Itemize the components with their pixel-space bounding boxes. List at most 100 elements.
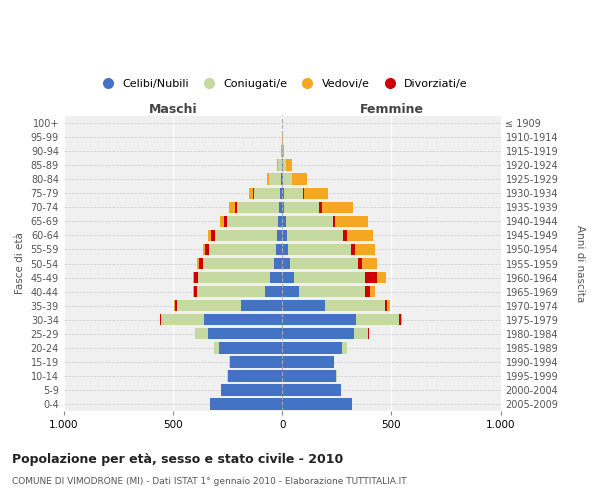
Bar (277, 160, 278, 171)
Bar (278, 216, 282, 227)
Bar (229, 356, 230, 368)
Bar (270, 272, 282, 283)
Bar (282, 244, 289, 255)
Bar (289, 244, 350, 255)
Bar (287, 230, 343, 241)
Bar (199, 258, 203, 270)
Bar (350, 244, 355, 255)
Bar (356, 314, 399, 326)
Text: Maschi: Maschi (149, 103, 197, 116)
Bar (282, 356, 334, 368)
Bar (269, 174, 281, 185)
Bar (227, 216, 278, 227)
Bar (355, 244, 374, 255)
Bar (283, 160, 286, 171)
Bar (282, 216, 286, 227)
Bar (277, 230, 282, 241)
Bar (281, 146, 282, 157)
Bar (197, 258, 199, 270)
Bar (214, 342, 219, 353)
Bar (282, 202, 284, 213)
Bar (220, 216, 224, 227)
Text: Popolazione per età, sesso e stato civile - 2010: Popolazione per età, sesso e stato civil… (12, 452, 343, 466)
Bar (294, 272, 365, 283)
Bar (197, 286, 265, 298)
Bar (203, 258, 274, 270)
Bar (193, 272, 194, 283)
Bar (282, 314, 356, 326)
Bar (283, 174, 292, 185)
Bar (282, 146, 283, 157)
Bar (266, 174, 269, 185)
Bar (358, 258, 362, 270)
Bar (279, 202, 282, 213)
Bar (282, 370, 337, 382)
Bar (365, 272, 377, 283)
Bar (241, 300, 282, 312)
Bar (280, 188, 282, 199)
Bar (322, 202, 353, 213)
Bar (385, 300, 388, 312)
Bar (282, 384, 341, 396)
Y-axis label: Fasce di età: Fasce di età (15, 232, 25, 294)
Bar (249, 188, 253, 199)
Bar (254, 188, 280, 199)
Bar (160, 314, 161, 326)
Bar (388, 300, 389, 312)
Bar (399, 314, 401, 326)
Bar (303, 188, 304, 199)
Bar (282, 174, 283, 185)
Bar (194, 286, 197, 298)
Bar (195, 328, 208, 340)
Bar (283, 146, 284, 157)
Bar (282, 328, 354, 340)
Bar (282, 230, 287, 241)
Bar (354, 328, 368, 340)
Bar (161, 314, 203, 326)
Bar (319, 202, 322, 213)
Bar (304, 188, 328, 199)
Bar (205, 244, 209, 255)
Bar (282, 398, 352, 409)
Bar (221, 384, 282, 396)
Bar (208, 230, 211, 241)
Bar (282, 272, 294, 283)
Bar (401, 314, 402, 326)
Bar (253, 188, 254, 199)
Bar (210, 398, 282, 409)
Bar (229, 202, 235, 213)
Bar (284, 202, 319, 213)
Bar (281, 174, 282, 185)
Bar (203, 244, 205, 255)
Bar (215, 230, 277, 241)
Bar (286, 160, 292, 171)
Bar (342, 342, 347, 353)
Bar (292, 174, 307, 185)
Bar (282, 258, 290, 270)
Bar (211, 230, 215, 241)
Bar (235, 202, 236, 213)
Bar (343, 230, 347, 241)
Bar (332, 216, 335, 227)
Bar (299, 286, 365, 298)
Y-axis label: Anni di nascita: Anni di nascita (575, 225, 585, 302)
Bar (194, 272, 198, 283)
Bar (282, 188, 284, 199)
Bar (219, 342, 282, 353)
Bar (278, 160, 282, 171)
Bar (282, 300, 325, 312)
Bar (362, 258, 377, 270)
Bar (325, 300, 385, 312)
Bar (377, 272, 386, 283)
Bar (175, 300, 178, 312)
Legend: Celibi/Nubili, Coniugati/e, Vedovi/e, Divorziati/e: Celibi/Nubili, Coniugati/e, Vedovi/e, Di… (92, 74, 472, 94)
Bar (290, 258, 358, 270)
Bar (284, 188, 303, 199)
Bar (365, 286, 370, 298)
Bar (370, 286, 375, 298)
Bar (276, 244, 282, 255)
Text: Femmine: Femmine (359, 103, 424, 116)
Bar (208, 328, 282, 340)
Bar (265, 286, 282, 298)
Bar (227, 370, 282, 382)
